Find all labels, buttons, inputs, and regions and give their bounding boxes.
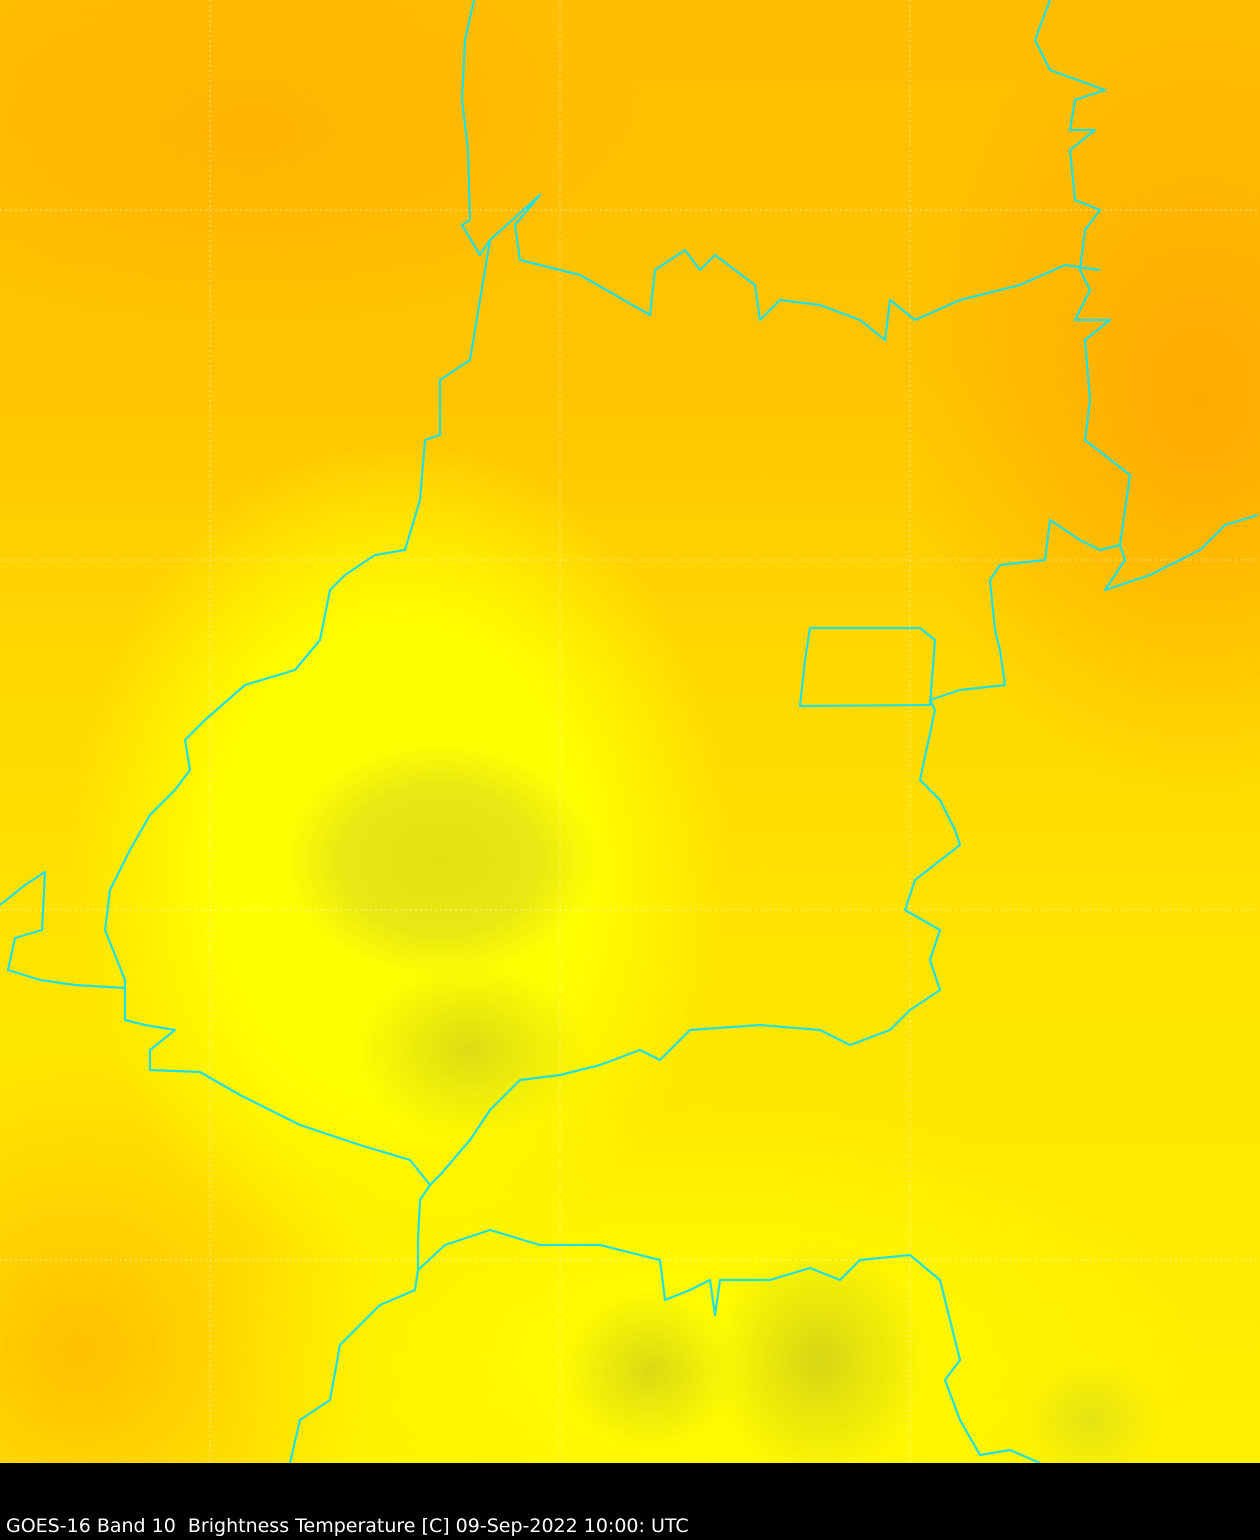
image-caption: GOES-16 Band 10 Brightness Temperature [… (6, 1515, 689, 1537)
boundary-line (489, 193, 1101, 342)
boundary-line (429, 0, 1132, 1186)
state-boundaries (0, 0, 1259, 1463)
map-overlay (0, 0, 1260, 1463)
graticule (0, 0, 1260, 1463)
satellite-image (0, 0, 1260, 1463)
boundary-line (0, 870, 126, 990)
boundary-line (103, 0, 492, 1463)
boundary-line (1103, 513, 1259, 592)
federal-district-boundary (798, 626, 937, 708)
boundary-line (417, 1228, 1041, 1463)
